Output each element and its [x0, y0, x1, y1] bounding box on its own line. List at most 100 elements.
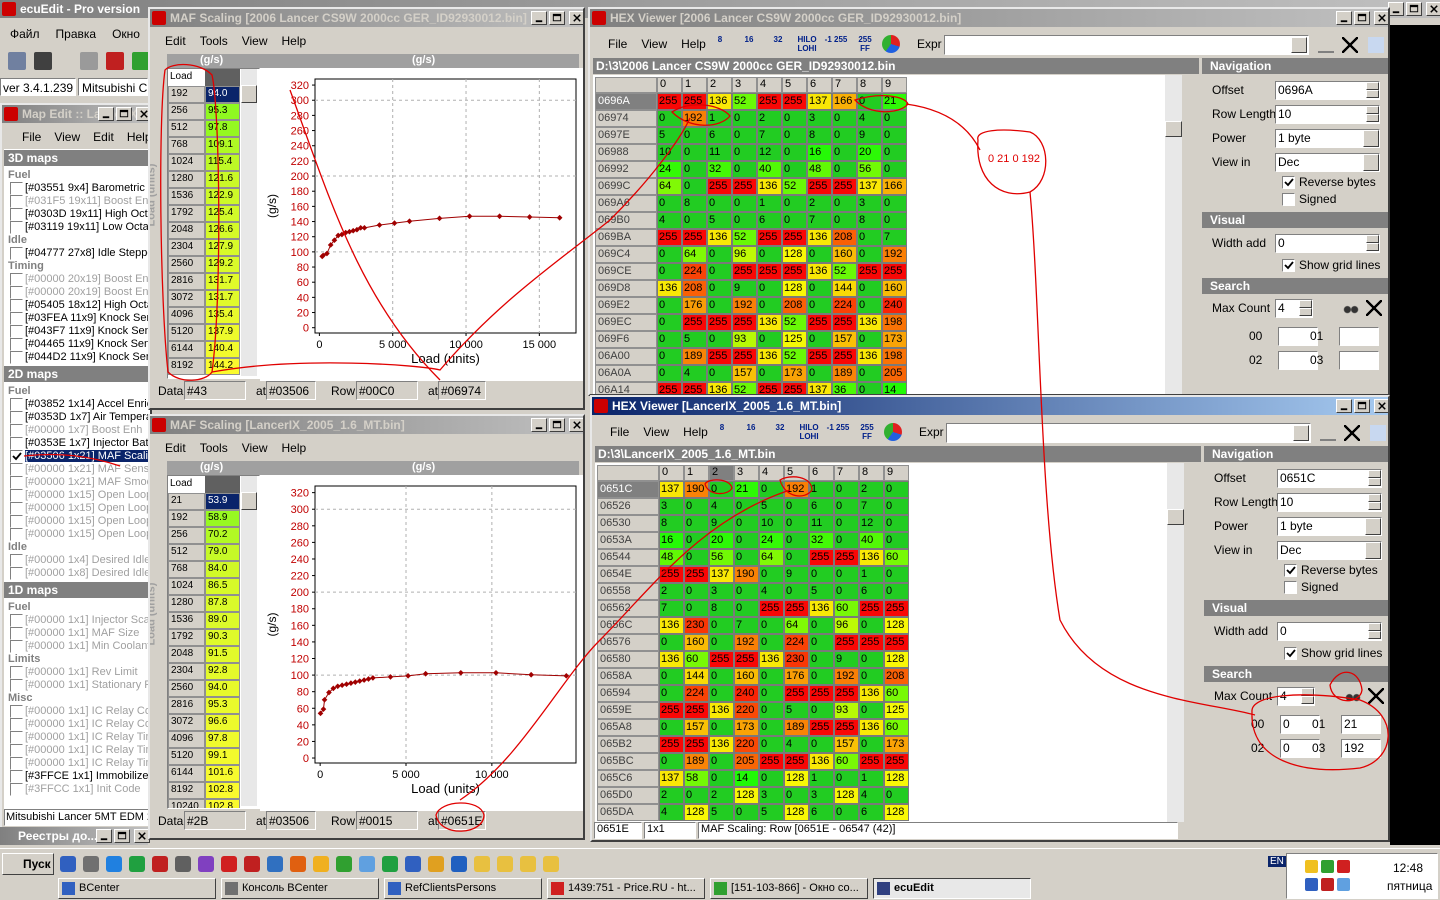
hex-cell[interactable] — [757, 178, 782, 195]
checkbox[interactable] — [10, 195, 23, 208]
hex-cell[interactable] — [882, 246, 907, 263]
quick-launch-icon[interactable] — [83, 856, 99, 872]
map-item[interactable]: [#00000 1x1] IC Relay Tim — [25, 757, 150, 769]
hex-cell[interactable] — [832, 348, 857, 365]
hex-cell[interactable] — [782, 348, 807, 365]
hex-cell[interactable] — [807, 229, 832, 246]
quick-launch-icon[interactable] — [543, 856, 559, 872]
hex-cell[interactable] — [834, 787, 859, 804]
menu-item[interactable]: Help — [281, 34, 307, 48]
spin-down[interactable] — [1366, 243, 1379, 251]
checkbox[interactable] — [1282, 259, 1295, 272]
checkbox[interactable] — [10, 614, 23, 627]
hex-cell[interactable] — [732, 280, 757, 297]
checkbox[interactable] — [10, 502, 23, 515]
hex-cell[interactable] — [884, 481, 909, 498]
hex-cell[interactable] — [807, 195, 832, 212]
hex-cell[interactable] — [884, 668, 909, 685]
hex-cell[interactable] — [807, 348, 832, 365]
quick-launch-icon[interactable] — [428, 856, 444, 872]
checkbox[interactable] — [10, 757, 23, 770]
toolbar-button[interactable]: -1 255 — [826, 421, 850, 443]
hex-cell[interactable] — [782, 263, 807, 280]
hex-cell[interactable] — [757, 365, 782, 382]
search-button[interactable] — [1344, 688, 1362, 704]
hex-cell[interactable] — [884, 804, 909, 821]
hex-cell[interactable] — [859, 549, 884, 566]
hex-cell[interactable] — [834, 549, 859, 566]
toolbar-button[interactable]: 255 FF — [853, 33, 877, 55]
hex-cell[interactable] — [757, 212, 782, 229]
hex-cell[interactable] — [707, 280, 732, 297]
hex-cell[interactable] — [707, 144, 732, 161]
scroll-thumb[interactable] — [241, 492, 257, 510]
scroll-thumb[interactable] — [241, 85, 257, 103]
checkbox[interactable] — [10, 247, 23, 260]
map-item[interactable]: [#0353E 1x7] Injector Batt — [25, 437, 150, 449]
slot-field[interactable] — [1339, 327, 1379, 346]
minimize-button[interactable] — [531, 11, 547, 25]
menu-item[interactable]: Файл — [10, 27, 40, 41]
hex-cell[interactable] — [859, 702, 884, 719]
toolbar-button[interactable] — [8, 52, 26, 70]
hex-cell[interactable] — [834, 651, 859, 668]
hex-cell[interactable] — [834, 702, 859, 719]
minimize-button[interactable] — [1336, 399, 1352, 413]
hex-cell[interactable] — [807, 314, 832, 331]
hex-cell[interactable] — [834, 481, 859, 498]
hex-cell[interactable] — [732, 212, 757, 229]
hex-cell[interactable] — [859, 770, 884, 787]
expr-input[interactable] — [944, 35, 1309, 55]
hex-cell[interactable] — [884, 770, 909, 787]
hex-cell[interactable] — [757, 314, 782, 331]
hex-cell[interactable] — [882, 178, 907, 195]
maximize-button[interactable] — [1354, 11, 1370, 25]
combo-button[interactable] — [1365, 518, 1381, 535]
hex-cell[interactable] — [782, 110, 807, 127]
hex-cell[interactable] — [859, 498, 884, 515]
checkbox[interactable] — [10, 351, 23, 364]
map-item[interactable]: [#00000 1x1] Rev Limit — [25, 666, 138, 678]
quick-launch-icon[interactable] — [267, 856, 283, 872]
task-button[interactable]: ecuEdit — [873, 878, 1031, 899]
checkbox[interactable] — [10, 286, 23, 299]
hex-cell[interactable] — [809, 583, 834, 600]
hex-cell[interactable] — [809, 515, 834, 532]
hex-cell[interactable] — [732, 161, 757, 178]
maximize-button[interactable] — [1406, 2, 1422, 16]
menu-item[interactable]: Help — [681, 37, 706, 51]
hex-cell[interactable] — [882, 348, 907, 365]
map-item[interactable]: [#00000 1x15] Open Loop — [25, 502, 150, 514]
hex-cell[interactable] — [882, 280, 907, 297]
hex-cell[interactable] — [809, 617, 834, 634]
hex-cell[interactable] — [732, 195, 757, 212]
combo-button[interactable] — [1363, 130, 1379, 147]
close-button[interactable] — [1374, 11, 1388, 25]
hex-cell[interactable] — [659, 804, 684, 821]
spin-up[interactable] — [1366, 235, 1379, 243]
hex-cell[interactable] — [859, 600, 884, 617]
toolbar-button[interactable] — [106, 52, 124, 70]
hex-cell[interactable] — [782, 246, 807, 263]
spin-down[interactable] — [1366, 114, 1379, 122]
hex-cell[interactable] — [809, 770, 834, 787]
hex-cell[interactable] — [857, 195, 882, 212]
close-button[interactable] — [569, 11, 583, 25]
hex-cell[interactable] — [884, 532, 909, 549]
map-item[interactable]: [#3FFCE 1x1] Immobilizer — [25, 770, 150, 782]
maximize-button[interactable] — [114, 829, 130, 843]
hex-cell[interactable] — [757, 382, 782, 394]
hex-cell[interactable] — [807, 263, 832, 280]
checkbox[interactable] — [10, 312, 23, 325]
checkbox[interactable] — [10, 783, 23, 796]
quick-launch-icon[interactable] — [382, 856, 398, 872]
map-item[interactable]: [#00000 20x19] Boost Enh — [25, 286, 150, 298]
map-item[interactable]: [#0353D 1x7] Air Tempera — [25, 411, 150, 423]
hex-cell[interactable] — [884, 634, 909, 651]
hex-cell[interactable] — [857, 161, 882, 178]
input-field[interactable] — [1277, 469, 1382, 488]
task-button[interactable]: [151-103-866] - Окно со... — [710, 878, 868, 899]
hex-cell[interactable] — [809, 600, 834, 617]
hex-cell[interactable] — [859, 532, 884, 549]
hex-cell[interactable] — [807, 280, 832, 297]
